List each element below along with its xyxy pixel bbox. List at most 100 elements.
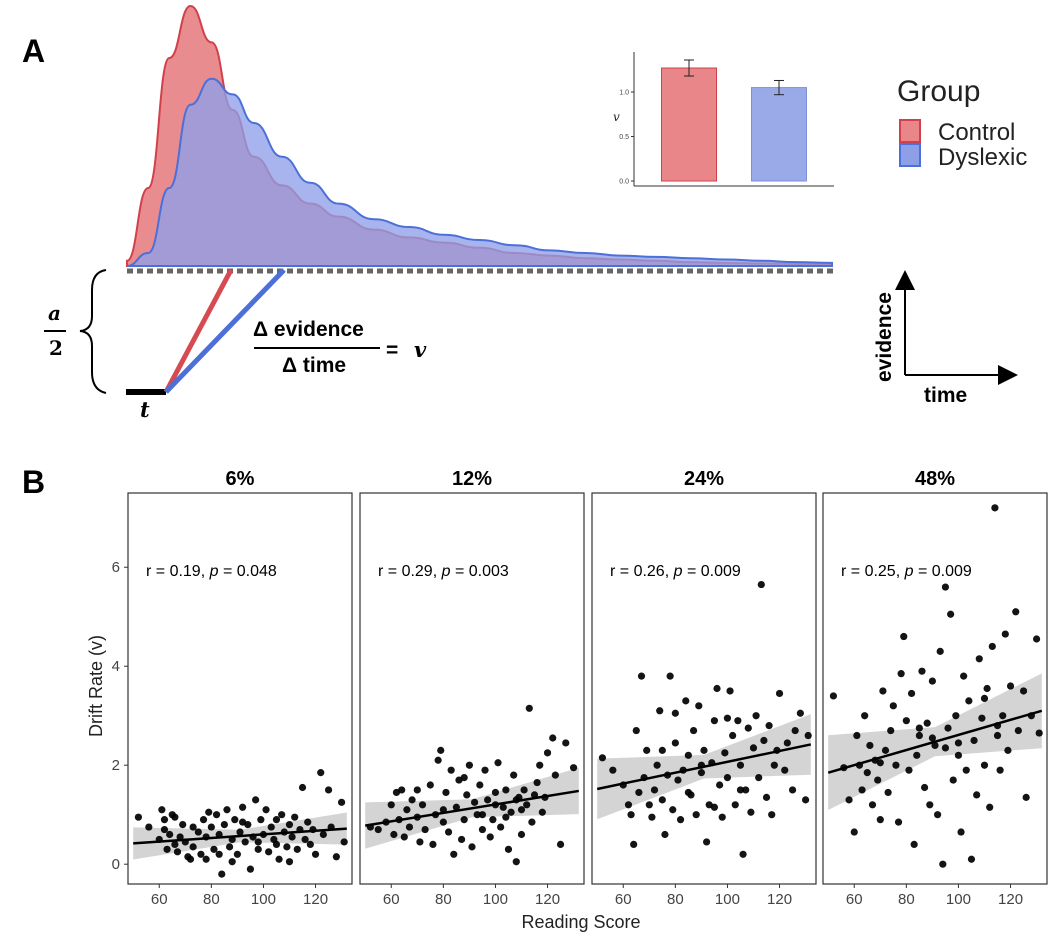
data-point bbox=[757, 580, 765, 589]
data-point bbox=[635, 788, 643, 797]
data-point bbox=[723, 714, 732, 722]
inset-bar-control bbox=[661, 67, 717, 182]
data-point bbox=[861, 712, 869, 720]
x-tick-label: 60 bbox=[151, 891, 168, 908]
data-point bbox=[400, 833, 408, 841]
data-point bbox=[1006, 682, 1015, 690]
data-point bbox=[718, 813, 726, 821]
data-point bbox=[645, 801, 653, 809]
data-point bbox=[973, 791, 981, 799]
data-point bbox=[481, 766, 489, 774]
x-tick-label: 120 bbox=[535, 891, 560, 908]
data-point bbox=[562, 739, 570, 747]
data-point bbox=[801, 796, 810, 804]
density-area-dyslexic bbox=[126, 77, 833, 267]
data-point bbox=[484, 796, 492, 804]
data-point bbox=[729, 731, 737, 740]
data-point bbox=[1012, 608, 1020, 616]
panel-a-letter: A bbox=[22, 33, 45, 69]
data-point bbox=[512, 858, 520, 866]
data-point bbox=[340, 838, 348, 846]
data-point bbox=[669, 806, 677, 814]
data-point bbox=[298, 783, 307, 792]
data-point bbox=[1001, 630, 1009, 638]
data-point bbox=[311, 850, 320, 858]
x-tick-label: 80 bbox=[667, 891, 684, 908]
data-point bbox=[996, 766, 1004, 774]
data-point bbox=[858, 786, 866, 794]
data-point bbox=[671, 739, 679, 747]
data-point bbox=[408, 796, 416, 804]
data-point bbox=[713, 684, 721, 693]
evidence-axis-label: evidence bbox=[873, 292, 896, 382]
data-point bbox=[876, 759, 884, 767]
data-point bbox=[489, 816, 497, 824]
facet-title: 24% bbox=[684, 468, 724, 490]
stats-annotation: r = 0.26, p = 0.009 bbox=[610, 563, 741, 580]
data-point bbox=[236, 828, 244, 836]
data-point bbox=[791, 726, 799, 735]
data-point bbox=[960, 672, 968, 680]
panel-b-letter: B bbox=[22, 464, 45, 500]
data-point bbox=[523, 801, 531, 809]
data-point bbox=[863, 769, 871, 777]
data-point bbox=[676, 816, 685, 824]
data-point bbox=[630, 840, 638, 849]
y-tick-label: 2 bbox=[112, 757, 120, 774]
data-point bbox=[624, 801, 633, 809]
facet-title: 6% bbox=[226, 468, 255, 490]
data-point bbox=[390, 830, 398, 839]
data-point bbox=[931, 741, 939, 750]
data-point bbox=[538, 808, 546, 816]
data-point bbox=[703, 838, 711, 846]
facet-3: 24% r = 0.26, p = 0.009 60 80 100 120 bbox=[591, 468, 817, 908]
data-point bbox=[658, 796, 666, 804]
inset-y-label: v bbox=[613, 110, 620, 124]
data-point bbox=[199, 816, 208, 824]
data-point bbox=[486, 833, 494, 841]
data-point bbox=[202, 855, 210, 863]
data-point bbox=[517, 830, 526, 839]
data-point bbox=[246, 865, 255, 873]
regression-line bbox=[596, 743, 812, 791]
boundary-denominator: 2 bbox=[49, 336, 63, 360]
x-tick-label: 100 bbox=[483, 891, 508, 908]
facet-frame bbox=[359, 492, 585, 885]
x-tick-label: 80 bbox=[435, 891, 452, 908]
data-point bbox=[160, 825, 169, 834]
data-point bbox=[439, 818, 447, 826]
data-point bbox=[551, 771, 559, 779]
data-point bbox=[416, 838, 424, 846]
data-point bbox=[866, 741, 874, 750]
data-point bbox=[962, 766, 970, 774]
data-point bbox=[254, 838, 262, 846]
data-point bbox=[697, 769, 705, 777]
data-point bbox=[189, 843, 197, 851]
data-point bbox=[700, 746, 708, 754]
data-point bbox=[954, 751, 963, 759]
data-point bbox=[892, 761, 900, 769]
data-point bbox=[272, 816, 281, 824]
data-point bbox=[656, 707, 664, 715]
data-point bbox=[324, 786, 333, 794]
data-point bbox=[447, 766, 455, 774]
data-point bbox=[528, 818, 536, 826]
data-point bbox=[913, 751, 921, 759]
inset-bar-dyslexic bbox=[751, 87, 807, 182]
inset-y-tick-label: 1.0 bbox=[619, 90, 629, 97]
data-point bbox=[502, 786, 510, 794]
data-point bbox=[999, 712, 1007, 720]
drift-line-control bbox=[163, 268, 234, 394]
data-point bbox=[671, 709, 679, 717]
data-point bbox=[239, 818, 247, 826]
regression-line bbox=[365, 789, 579, 827]
data-point bbox=[569, 764, 578, 772]
data-point bbox=[658, 746, 666, 754]
data-point bbox=[1004, 746, 1012, 754]
data-point bbox=[978, 714, 986, 722]
data-point bbox=[510, 771, 518, 779]
data-point bbox=[928, 677, 936, 685]
data-point bbox=[609, 766, 617, 774]
data-point bbox=[272, 840, 281, 849]
